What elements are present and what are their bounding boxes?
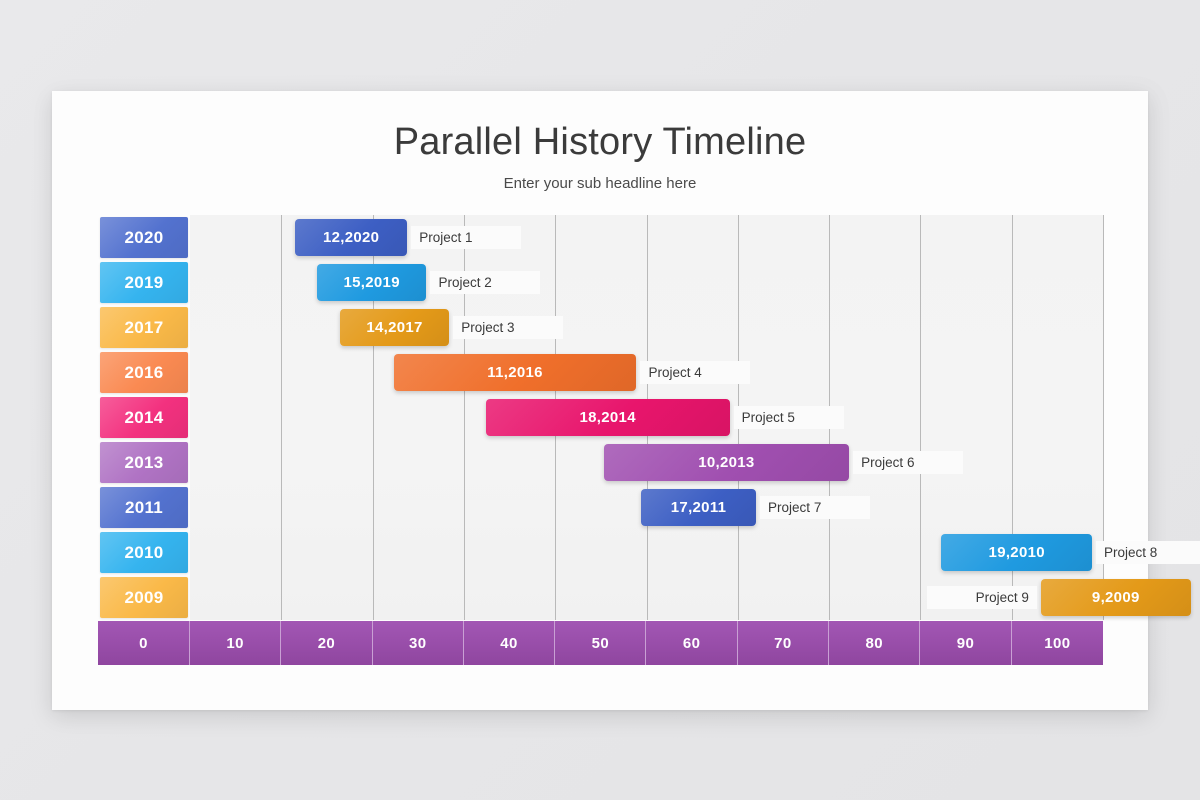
axis-tick-50: 50 [555,621,647,665]
year-label-2020: 2020 [100,217,188,258]
table-row: 18,2014 Project 5 [190,395,1103,440]
project-label: Project 5 [733,406,844,429]
table-row: 17,2011 Project 7 [190,485,1103,530]
timeline-bar[interactable]: 19,2010 [941,534,1093,571]
project-label: Project 4 [640,361,751,384]
timeline-bar[interactable]: 10,2013 [603,444,850,481]
table-row: 11,2016 Project 4 [190,350,1103,395]
axis-tick-30: 30 [372,621,464,665]
project-label: Project 7 [760,496,871,519]
table-row: 14,2017 Project 3 [190,305,1103,350]
axis-tick-10: 10 [190,621,282,665]
year-label-2009: 2009 [100,577,188,618]
timeline-bar[interactable]: 14,2017 [339,309,450,346]
year-label-2016: 2016 [100,352,188,393]
gridline [372,215,374,620]
x-axis-scale: 0 10 20 30 40 50 60 70 80 90 100 [98,621,1103,665]
axis-tick-70: 70 [737,621,830,665]
timeline-bar[interactable]: 9,2009 [1040,579,1191,616]
axis-tick-90: 90 [920,621,1012,665]
gridline [281,215,283,620]
timeline-bar[interactable]: 18,2014 [485,399,730,436]
table-row: 9,2009 Project 9 [190,575,1191,620]
timeline-bar[interactable]: 11,2016 [393,354,637,391]
year-label-2010: 2010 [100,532,188,573]
axis-tick-60: 60 [646,621,738,665]
axis-tick-100: 100 [1011,621,1103,665]
table-row: 19,2010 Project 8 [190,530,1200,575]
year-label-2011: 2011 [100,487,188,528]
timeline-chart: 2020 2019 2017 2016 2014 2013 2011 2010 2009 12,… [98,215,1200,665]
project-label: Project 6 [853,451,964,474]
project-label: Project 9 [926,586,1037,609]
timeline-bar[interactable]: 17,2011 [641,489,757,526]
gridline [920,215,922,620]
axis-tick-0: 0 [98,621,190,665]
project-label: Project 2 [430,271,541,294]
table-row: 12,2020 Project 1 [190,215,1103,260]
slide-card: Parallel History Timeline Enter your sub… [52,91,1200,710]
axis-tick-80: 80 [829,621,921,665]
project-label: Project 1 [411,226,522,249]
gridline [1103,215,1104,620]
timeline-bar[interactable]: 12,2020 [294,219,408,256]
axis-tick-40: 40 [463,621,556,665]
year-axis-column: 2020 2019 2017 2016 2014 2013 2011 2010 2009 [98,215,190,620]
page-subtitle: Enter your sub headline here [503,175,697,192]
year-label-2017: 2017 [100,307,188,348]
table-row: 10,2013 Project 6 [190,440,1103,485]
timeline-bar[interactable]: 15,2019 [316,264,427,301]
year-label-2014: 2014 [100,397,188,438]
project-label: Project 3 [453,316,564,339]
gridline [463,215,465,620]
year-label-2013: 2013 [100,442,188,483]
axis-tick-20: 20 [281,621,373,665]
year-label-2019: 2019 [100,262,188,303]
project-label: Project 8 [1096,541,1200,564]
page-title: Parallel History Timeline [393,121,807,163]
gridline [1011,215,1013,620]
table-row: 15,2019 Project 2 [190,260,1103,305]
